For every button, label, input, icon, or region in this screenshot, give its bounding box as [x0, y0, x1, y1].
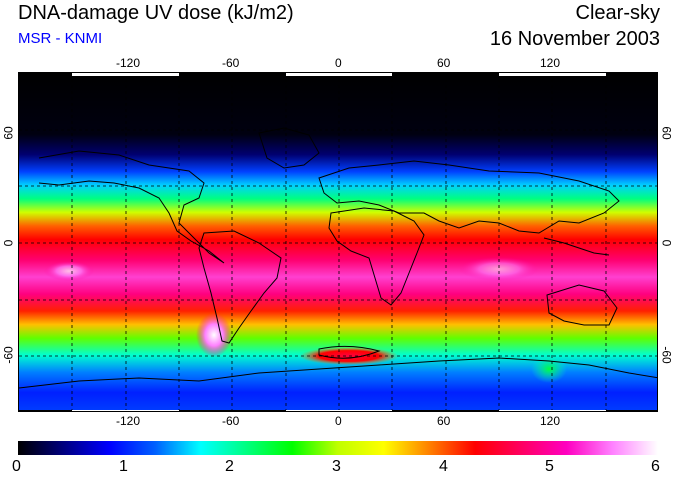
lon-tick-top: -60 [222, 56, 240, 70]
lon-tick-top: 0 [335, 56, 342, 70]
lon-tick-bottom: 60 [437, 414, 451, 428]
graticule [19, 73, 657, 411]
colorbar-label: 5 [545, 458, 554, 475]
lon-tick-bottom: 120 [540, 414, 561, 428]
lat-tick-right: 0 [659, 239, 674, 247]
sky-condition-label: Clear-sky [575, 2, 660, 24]
lat-tick-right: -60 [659, 346, 674, 364]
antarctic-green-patch [531, 355, 567, 383]
colorbar-label: 4 [439, 458, 448, 475]
source-label: MSR - KNMI [18, 30, 103, 47]
lon-tick-bottom: 0 [335, 414, 342, 428]
lon-tick-bottom: -120 [116, 414, 141, 428]
lat-tick-left: 60 [1, 126, 16, 140]
andes-hotspot [196, 313, 232, 357]
colorbar [18, 441, 658, 455]
frame-bars [19, 73, 657, 411]
colorbar-label: 2 [225, 458, 234, 475]
colorbar-label: 0 [12, 458, 21, 475]
lat-tick-left: -60 [1, 346, 16, 364]
uv-dose-map [18, 72, 658, 412]
colorbar-label: 1 [119, 458, 128, 475]
colorbar-label: 6 [651, 458, 660, 475]
lon-tick-top: 60 [437, 56, 451, 70]
lon-tick-top: 120 [540, 56, 561, 70]
map-title: DNA-damage UV dose (kJ/m2) [18, 2, 294, 24]
lon-tick-top: -120 [116, 56, 141, 70]
lon-tick-bottom: -60 [222, 414, 240, 428]
indian-hotspot [459, 257, 539, 281]
pacific-hotspot [44, 261, 94, 281]
lat-tick-left: 0 [1, 239, 16, 247]
colorbar-label: 3 [332, 458, 341, 475]
date-label: 16 November 2003 [489, 28, 660, 50]
lat-tick-right: 60 [659, 126, 674, 140]
coastlines [19, 127, 657, 389]
